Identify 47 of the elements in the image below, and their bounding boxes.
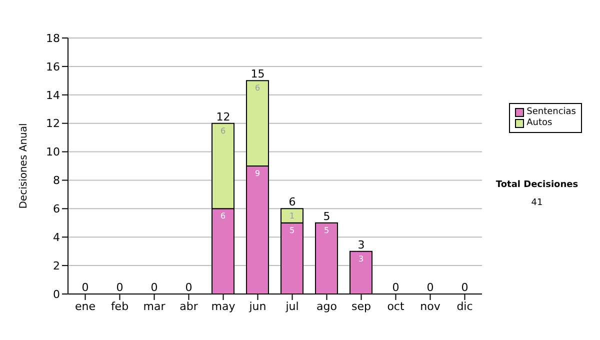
x-tick-label: dic (456, 300, 473, 313)
data-label: 9 (254, 169, 260, 178)
y-tick-label: 10 (46, 146, 60, 159)
total-label: 6 (288, 196, 296, 209)
total-label: 0 (150, 281, 158, 294)
total-label: 0 (461, 281, 468, 294)
data-label: 5 (324, 226, 330, 235)
x-tick-label: feb (110, 300, 129, 313)
y-tick-label: 4 (53, 231, 60, 244)
data-label: 6 (220, 126, 226, 136)
total-label: 0 (185, 281, 192, 294)
y-tick-label: 16 (46, 60, 60, 74)
x-tick-label: nov (420, 300, 441, 313)
y-tick-label: 2 (53, 259, 60, 272)
y-tick-label: 18 (46, 32, 60, 45)
text: Total Decisiones (494, 180, 580, 190)
data-label: 1 (289, 212, 295, 221)
legend-label: Autos (526, 118, 554, 129)
data-label: 5 (289, 226, 295, 235)
y-tick-label: 6 (53, 202, 60, 216)
x-tick-label: jun (248, 300, 266, 313)
y-axis-title: Decisiones Anual (18, 123, 30, 209)
data-label: 6 (254, 84, 260, 93)
total-label: 15 (250, 68, 265, 81)
x-tick-label: ene (74, 300, 96, 313)
total-label: 12 (216, 110, 230, 124)
x-tick-label: abr (180, 300, 198, 313)
y-tick-label: 12 (46, 117, 60, 130)
y-tick-label: 0 (53, 288, 60, 301)
text: 41 (530, 198, 544, 208)
total-label: 0 (426, 281, 434, 294)
total-label: 5 (323, 210, 330, 223)
data-label: 6 (220, 212, 226, 221)
x-tick-label: sep (352, 300, 372, 313)
y-tick-label: 14 (46, 88, 60, 102)
total-label: 0 (82, 281, 89, 294)
x-tick-label: oct (387, 300, 405, 313)
x-tick-label: may (211, 300, 236, 313)
x-tick-label: ago (316, 300, 338, 313)
data-label: 3 (358, 254, 364, 264)
x-tick-label: mar (143, 300, 166, 313)
x-tick-label: jul (284, 300, 299, 313)
total-label: 3 (358, 238, 365, 252)
total-label: 0 (116, 281, 124, 294)
total-label: 0 (392, 281, 400, 294)
legend-label: Sentencias (526, 107, 576, 118)
y-tick-label: 8 (53, 174, 60, 188)
